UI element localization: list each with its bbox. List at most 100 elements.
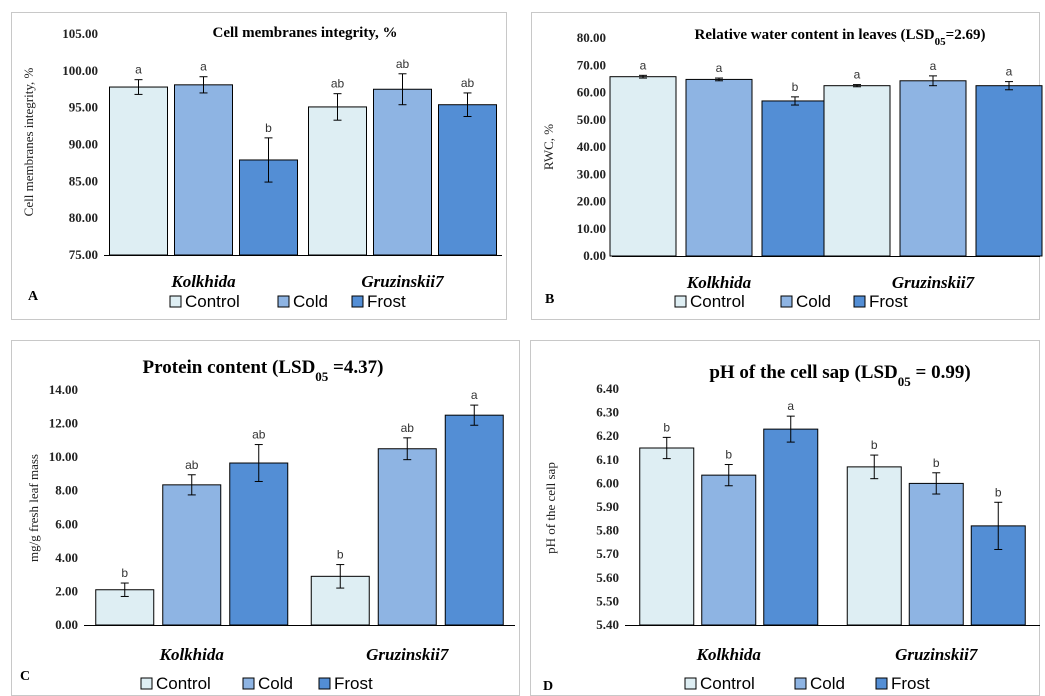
legend-swatch-cold <box>780 295 793 308</box>
y-tick-label: 90.00 <box>69 137 98 152</box>
y-tick-label: 5.60 <box>596 570 619 585</box>
significance-letter: a <box>135 63 142 77</box>
chart-title-main: Protein content (LSD <box>143 357 316 378</box>
y-tick-label: 6.40 <box>596 381 619 396</box>
chart-title-main: pH of the cell sap (LSD <box>709 362 897 383</box>
y-tick-label: 6.10 <box>596 452 619 467</box>
y-tick-label: 5.80 <box>596 523 619 538</box>
legend-label-frost: Frost <box>891 674 930 693</box>
y-tick-label: 0.00 <box>55 617 78 632</box>
category-label: Gruzinskii7 <box>366 645 450 664</box>
chart-title-main: Relative water content in leaves (LSD <box>695 27 935 43</box>
significance-letter: a <box>1006 65 1013 79</box>
bar-cold <box>377 448 437 626</box>
bar-cold <box>373 88 432 256</box>
y-tick-label: 95.00 <box>69 100 98 115</box>
y-tick-label: 85.00 <box>69 173 98 188</box>
y-tick-label: 20.00 <box>577 194 606 209</box>
significance-letter: b <box>995 485 1002 499</box>
y-tick-label: 5.50 <box>596 593 619 608</box>
y-axis-label: RWC, % <box>541 124 556 170</box>
legend-swatch-frost <box>853 295 866 308</box>
chart-title-subscript: 05 <box>898 374 912 389</box>
y-tick-label: 60.00 <box>577 85 606 100</box>
legend-label-cold: Cold <box>293 292 328 311</box>
significance-letter: b <box>933 456 940 470</box>
chart-title: Cell membranes integrity, % <box>213 25 398 41</box>
significance-letter: a <box>716 61 723 75</box>
legend-label-cold: Cold <box>810 674 845 693</box>
legend-label-frost: Frost <box>334 674 373 693</box>
legend-swatch-cold <box>277 295 290 308</box>
significance-letter: a <box>200 60 207 74</box>
bar-frost <box>438 104 497 256</box>
legend-swatch-frost <box>875 677 888 690</box>
legend: Control Cold Frost <box>140 674 373 693</box>
significance-letter: ab <box>185 458 199 472</box>
y-tick-label: 80.00 <box>69 210 98 225</box>
y-tick-label: 70.00 <box>577 57 606 72</box>
bar-frost <box>763 428 819 626</box>
significance-letter: a <box>640 58 647 72</box>
significance-letter: a <box>471 388 478 402</box>
legend-swatch-control <box>169 295 182 308</box>
legend-swatch-control <box>674 295 687 308</box>
category-label: Gruzinskii7 <box>895 645 979 664</box>
chart-title-tail: = 0.99) <box>911 362 971 383</box>
significance-letter: ab <box>401 421 415 435</box>
significance-letter: b <box>663 420 670 434</box>
chart-panel-a: Cell membranes integrity, % Cell membrane… <box>11 12 507 320</box>
chart-title: Relative water content in leaves (LSD05=… <box>695 27 986 48</box>
y-tick-label: 10.00 <box>577 221 606 236</box>
y-tick-label: 6.20 <box>596 428 619 443</box>
y-tick-label: 30.00 <box>577 166 606 181</box>
y-tick-label: 100.00 <box>62 63 98 78</box>
legend-label-control: Control <box>185 292 240 311</box>
bar-frost <box>975 85 1043 257</box>
bar-cold <box>685 78 753 257</box>
chart-title: pH of the cell sap (LSD05 = 0.99) <box>709 362 970 389</box>
chart-title: Protein content (LSD05 =4.37) <box>143 357 384 384</box>
category-label: Kolkhida <box>686 273 752 292</box>
y-tick-label: 80.00 <box>577 30 606 45</box>
bar-cold <box>174 84 233 256</box>
y-tick-label: 0.00 <box>583 248 606 263</box>
chart-title-subscript: 05 <box>315 369 329 384</box>
significance-letter: b <box>792 80 799 94</box>
y-tick-label: 50.00 <box>577 112 606 127</box>
y-tick-label: 8.00 <box>55 483 78 498</box>
significance-letter: b <box>725 448 732 462</box>
y-axis-label: mg/g fresh leaf mass <box>26 454 41 562</box>
legend-swatch-cold <box>794 677 807 690</box>
significance-letter: ab <box>331 77 345 91</box>
chart-title-tail: =4.37) <box>328 357 383 378</box>
significance-letter: a <box>854 68 861 82</box>
bar-cold <box>701 474 757 626</box>
y-tick-label: 75.00 <box>69 247 98 262</box>
y-axis-label: Cell membranes integrity, % <box>21 68 36 217</box>
chart-panel-c: Protein content (LSD05 =4.37) mg/g fresh … <box>11 340 520 696</box>
significance-letter: ab <box>396 57 410 71</box>
legend-label-control: Control <box>690 292 745 311</box>
y-tick-label: 5.40 <box>596 617 619 632</box>
bar-control <box>308 106 367 256</box>
bar-control <box>109 86 168 256</box>
legend-swatch-frost <box>318 677 331 690</box>
significance-letter: b <box>337 548 344 562</box>
significance-letter: a <box>930 59 937 73</box>
y-tick-label: 12.00 <box>49 416 78 431</box>
bar-control <box>639 447 695 626</box>
panel-letter: C <box>20 669 30 684</box>
bar-cold <box>908 482 964 626</box>
y-tick-label: 6.00 <box>596 475 619 490</box>
category-label: Kolkhida <box>170 272 236 291</box>
legend: Control Cold Frost <box>684 674 930 693</box>
significance-letter: a <box>787 399 794 413</box>
chart-panel-d: pH of the cell sap (LSD05 = 0.99)pH of t… <box>530 340 1040 696</box>
significance-letter: ab <box>461 76 475 90</box>
y-tick-label: 14.00 <box>49 382 78 397</box>
legend-label-control: Control <box>156 674 211 693</box>
legend-label-frost: Frost <box>367 292 406 311</box>
panel-letter: D <box>543 679 553 694</box>
